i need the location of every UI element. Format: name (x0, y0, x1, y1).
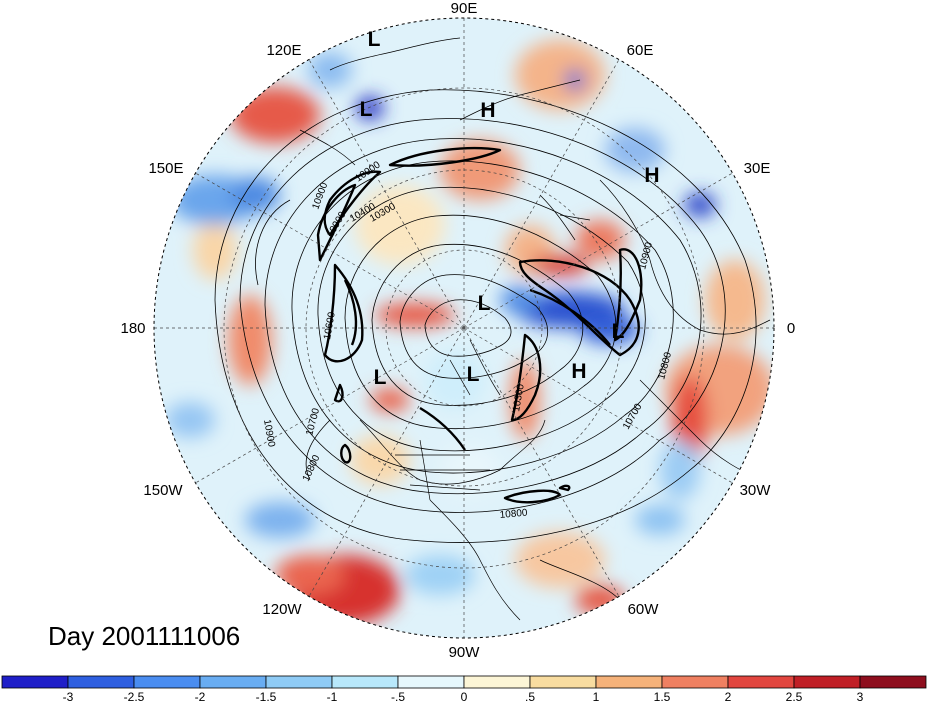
contour-label: 10600 (322, 311, 338, 341)
low-center: L (368, 28, 381, 51)
colorbar-tick-label: -1.5 (256, 690, 277, 702)
colorbar-swatch (133, 675, 201, 689)
colorbar-swatch (727, 675, 795, 689)
lon-label-90e: 90E (451, 0, 478, 17)
high-center: H (571, 360, 586, 383)
colorbar-tick-label: -.5 (391, 690, 405, 702)
lon-label-30w: 30W (740, 482, 772, 499)
map-boundary (153, 17, 775, 639)
lon-label-60w: 60W (628, 601, 660, 618)
low-center: L (478, 292, 491, 315)
height-contours (214, 89, 757, 543)
colorbar-tick-label: -2.5 (124, 690, 145, 702)
contour-label: 10300 (511, 383, 527, 413)
colorbar-tick-label: 1 (593, 690, 600, 702)
lon-label-150e: 150E (148, 160, 183, 177)
colorbar-swatch (463, 675, 531, 689)
colorbar-swatch (793, 675, 861, 689)
colorbar-swatch (397, 675, 465, 689)
lon-label-120e: 120E (266, 42, 301, 59)
jet-contours (316, 146, 643, 504)
colorbar-tick-label: -2 (195, 690, 206, 702)
contour-label: 10900 (261, 419, 277, 449)
colorbar-tick-label: -3 (63, 690, 74, 702)
colorbar-tick-label: 2 (725, 690, 732, 702)
lon-label-120w: 120W (262, 601, 302, 618)
colorbar-swatch (595, 675, 663, 689)
lon-label-0: 0 (787, 320, 795, 337)
longitude-labels: 90E 60E 30E 0 30W 60W 90W 120W 150W 180 … (120, 0, 795, 661)
high-center: H (644, 164, 659, 187)
contour-label: 10800 (499, 508, 528, 521)
lon-label-180: 180 (120, 320, 145, 337)
colorbar-swatch (199, 675, 267, 689)
low-center: L (374, 366, 387, 389)
pressure-centers: L L H H L L L L H (360, 28, 660, 389)
colorbar: -3 -2.5 -2 -1.5 -1 -.5 0 .5 1 1.5 2 2.5 3 (1, 675, 927, 702)
low-center: L (360, 98, 373, 121)
high-center: H (480, 99, 495, 122)
colorbar-tick-label: 3 (857, 690, 864, 702)
colorbar-tick-label: 1.5 (654, 690, 671, 702)
colorbar-swatch (529, 675, 597, 689)
colorbar-tick-label: .5 (525, 690, 535, 702)
colorbar-tick-label: 0 (461, 690, 468, 702)
colorbar-swatch (331, 675, 399, 689)
colorbar-tick-label: -1 (327, 690, 338, 702)
lon-label-60e: 60E (627, 42, 654, 59)
graticule (154, 18, 774, 638)
colorbar-tick-label: 2.5 (786, 690, 803, 702)
lon-label-150w: 150W (143, 482, 183, 499)
lon-label-90w: 90W (449, 644, 481, 661)
low-center: L (612, 320, 625, 343)
colorbar-swatch (67, 675, 135, 689)
colorbar-swatch (859, 675, 927, 689)
colorbar-swatch (661, 675, 729, 689)
lon-label-30e: 30E (744, 160, 771, 177)
colorbar-swatch (1, 675, 69, 689)
colorbar-swatch (265, 675, 333, 689)
day-label: Day 2001111006 (48, 621, 240, 651)
low-center: L (467, 363, 480, 386)
